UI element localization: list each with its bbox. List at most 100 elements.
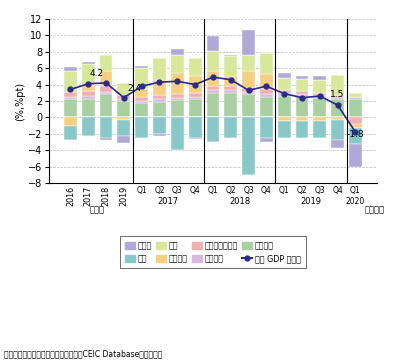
Bar bbox=[171, 55, 184, 73]
Text: 1.5: 1.5 bbox=[330, 90, 345, 99]
Bar bbox=[171, 98, 184, 100]
Bar bbox=[64, 67, 77, 71]
Bar bbox=[189, 117, 202, 138]
Bar bbox=[278, 117, 290, 121]
Bar bbox=[189, 138, 202, 139]
Bar bbox=[296, 94, 308, 96]
Bar bbox=[278, 93, 290, 96]
Bar bbox=[189, 93, 202, 97]
Bar bbox=[296, 76, 308, 79]
Bar bbox=[189, 58, 202, 76]
Bar bbox=[171, 73, 184, 94]
Bar bbox=[100, 117, 112, 138]
Text: 2017: 2017 bbox=[158, 197, 179, 206]
Bar bbox=[189, 76, 202, 93]
Text: Q1: Q1 bbox=[350, 186, 361, 195]
Bar bbox=[296, 121, 308, 138]
Bar bbox=[260, 94, 273, 97]
Bar bbox=[224, 55, 237, 56]
Bar bbox=[349, 97, 362, 99]
Bar bbox=[260, 53, 273, 74]
Text: Q4: Q4 bbox=[190, 186, 200, 195]
Bar bbox=[171, 100, 184, 117]
Bar bbox=[153, 58, 166, 81]
Bar bbox=[135, 89, 148, 97]
Bar bbox=[331, 117, 344, 120]
Text: （年期）: （年期） bbox=[364, 205, 384, 214]
Bar bbox=[242, 94, 255, 117]
Bar bbox=[242, 71, 255, 88]
Bar bbox=[64, 71, 77, 92]
Bar bbox=[100, 94, 112, 117]
Bar bbox=[242, 117, 255, 175]
Bar bbox=[278, 73, 290, 78]
Bar bbox=[118, 99, 130, 101]
Bar bbox=[313, 121, 326, 138]
Bar bbox=[349, 93, 362, 97]
Bar bbox=[135, 117, 148, 138]
Bar bbox=[224, 90, 237, 93]
Bar bbox=[100, 92, 112, 94]
Bar bbox=[206, 51, 219, 71]
Bar bbox=[82, 117, 95, 136]
Bar bbox=[206, 71, 219, 86]
Text: -1.8: -1.8 bbox=[347, 130, 364, 139]
Bar bbox=[100, 86, 112, 92]
Text: 2019: 2019 bbox=[119, 186, 128, 206]
Text: 2018: 2018 bbox=[229, 197, 250, 206]
Y-axis label: (%,%pt): (%,%pt) bbox=[15, 81, 25, 121]
Bar bbox=[100, 138, 112, 140]
Bar bbox=[153, 117, 166, 134]
Bar bbox=[296, 117, 308, 121]
Bar bbox=[224, 56, 237, 76]
Bar bbox=[135, 66, 148, 68]
Text: Q3: Q3 bbox=[243, 186, 254, 195]
Bar bbox=[260, 97, 273, 117]
Bar bbox=[331, 75, 344, 95]
Bar bbox=[313, 95, 326, 98]
Bar bbox=[118, 136, 130, 143]
Bar bbox=[224, 117, 237, 138]
Bar bbox=[118, 101, 130, 117]
Text: （年）: （年） bbox=[90, 205, 105, 214]
Bar bbox=[171, 49, 184, 55]
Bar bbox=[171, 117, 184, 150]
Bar bbox=[278, 90, 290, 93]
Bar bbox=[331, 140, 344, 148]
Bar bbox=[118, 95, 130, 99]
Bar bbox=[278, 96, 290, 117]
Bar bbox=[349, 99, 362, 117]
Text: Q1: Q1 bbox=[279, 186, 290, 195]
Bar bbox=[64, 92, 77, 97]
Bar bbox=[153, 81, 166, 95]
Bar bbox=[82, 64, 95, 85]
Bar bbox=[331, 99, 344, 117]
Bar bbox=[82, 62, 95, 64]
Bar bbox=[278, 121, 290, 138]
Bar bbox=[64, 126, 77, 140]
Text: 資料：タイ国家経済社会開発委員会、CEIC Databaseから作成。: 資料：タイ国家経済社会開発委員会、CEIC Databaseから作成。 bbox=[4, 349, 162, 358]
Bar bbox=[331, 120, 344, 140]
Bar bbox=[313, 117, 326, 121]
Bar bbox=[260, 138, 273, 142]
Bar bbox=[331, 95, 344, 97]
Bar bbox=[82, 96, 95, 99]
Text: 2017: 2017 bbox=[84, 186, 93, 206]
Text: Q3: Q3 bbox=[314, 186, 325, 195]
Text: Q4: Q4 bbox=[332, 186, 343, 195]
Bar bbox=[242, 88, 255, 92]
Text: Q3: Q3 bbox=[172, 186, 183, 195]
Bar bbox=[224, 93, 237, 117]
Bar bbox=[206, 90, 219, 93]
Bar bbox=[206, 86, 219, 90]
Bar bbox=[135, 103, 148, 117]
Bar bbox=[313, 76, 326, 81]
Bar bbox=[153, 95, 166, 99]
Bar bbox=[349, 144, 362, 167]
Bar bbox=[296, 91, 308, 94]
Bar bbox=[100, 71, 112, 86]
Bar bbox=[82, 99, 95, 117]
Bar bbox=[171, 94, 184, 98]
Bar bbox=[242, 92, 255, 94]
Text: Q1: Q1 bbox=[136, 186, 147, 195]
